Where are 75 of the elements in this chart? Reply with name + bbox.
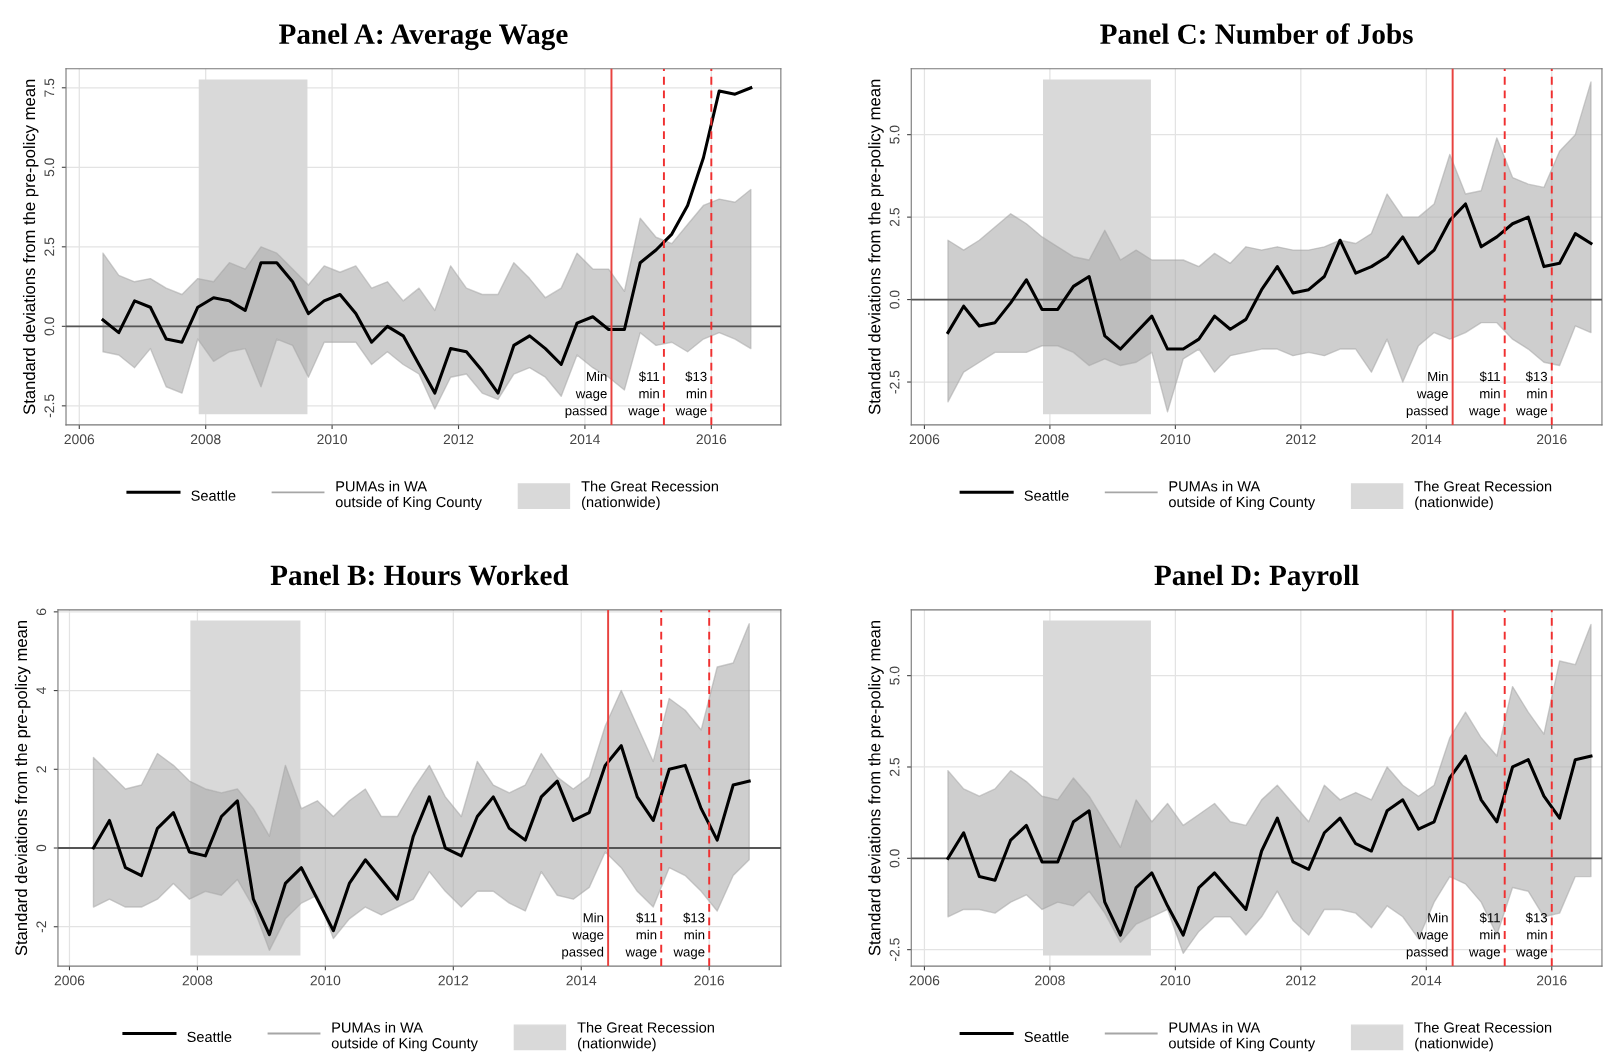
y-tick-label: 2.5	[889, 208, 900, 227]
ref-line-label: $11 min wage	[1468, 912, 1500, 960]
x-tick-label: 2006	[64, 434, 95, 445]
x-tick-label: 2008	[1035, 975, 1065, 986]
x-tick-label: 2010	[1160, 975, 1191, 986]
y-tick-label: -2.5	[889, 370, 900, 394]
chart-title: Panel D: Payroll	[1154, 564, 1359, 592]
legend-label: PUMAs in WA outside of King County	[1169, 480, 1316, 511]
x-tick-label: 2012	[443, 434, 474, 445]
x-tick-label: 2014	[1411, 434, 1442, 445]
y-axis-title: Standard deviations from the pre-policy mean	[868, 79, 884, 415]
legend-label: Seattle	[191, 490, 236, 501]
y-tick-label: 6	[36, 608, 47, 616]
y-tick-label: 2.5	[44, 237, 55, 256]
y-tick-label: 0.0	[889, 290, 900, 309]
ref-line-label: $13 min wage	[675, 371, 707, 418]
y-tick-label: 0.0	[889, 849, 900, 868]
legend-label: PUMAs in WA outside of King County	[1169, 1021, 1316, 1052]
ref-line-label: $11 min wage	[628, 371, 660, 418]
x-tick-label: 2008	[1035, 434, 1065, 445]
y-axis-title: Standard deviations from the pre-policy mean	[14, 620, 31, 956]
legend-label: PUMAs in WA outside of King County	[331, 1021, 478, 1052]
legend-label: Seattle	[1024, 1031, 1069, 1043]
x-tick-label: 2016	[1537, 434, 1567, 445]
y-tick-label: -2.5	[44, 394, 55, 418]
x-tick-label: 2012	[1286, 975, 1316, 986]
legend-label: The Great Recession (nationwide)	[581, 480, 718, 511]
chart-title: Panel B: Hours Worked	[270, 564, 569, 586]
x-tick-label: 2010	[1160, 434, 1191, 445]
x-tick-label: 2006	[909, 434, 940, 445]
chart-title: Panel C: Number of Jobs	[1100, 23, 1413, 45]
ref-line-label: Min wage passed	[1406, 371, 1448, 418]
ref-line-label: $13 min wage	[1516, 912, 1548, 960]
legend-label: The Great Recession (nationwide)	[1414, 480, 1552, 511]
y-tick-label: 5.0	[889, 666, 900, 685]
legend-label: Seattle	[1024, 490, 1069, 501]
x-tick-label: 2006	[54, 975, 85, 986]
y-axis-title: Standard deviations from the pre-policy mean	[868, 620, 884, 956]
line-series	[946, 202, 1593, 351]
y-tick-label: 5.0	[889, 125, 900, 144]
y-tick-label: 2	[36, 766, 47, 773]
y-tick-label: 5.0	[44, 158, 55, 177]
ref-line-label: $13 min wage	[1516, 371, 1548, 418]
y-tick-label: 7.5	[44, 78, 55, 97]
y-tick-label: 2.5	[889, 757, 900, 776]
x-tick-label: 2010	[310, 975, 341, 986]
ref-line-label: $11 min wage	[1468, 371, 1500, 418]
legend-label: PUMAs in WA outside of King County	[335, 480, 482, 511]
x-tick-label: 2012	[1286, 434, 1316, 445]
ref-line-label: Min wage passed	[565, 371, 607, 418]
ref-line-label: Min wage passed	[562, 912, 604, 960]
ref-line-label: Min wage passed	[1406, 912, 1448, 960]
y-tick-label: 0.0	[44, 317, 55, 336]
x-tick-label: 2012	[438, 975, 469, 986]
y-tick-label: 0	[36, 844, 47, 852]
y-tick-label: -2	[36, 921, 47, 933]
legend-label: The Great Recession (nationwide)	[577, 1021, 714, 1052]
y-axis-title: Standard deviations from the pre-policy mean	[22, 79, 39, 415]
x-tick-label: 2014	[566, 975, 597, 986]
chart-title: Panel A: Average Wage	[279, 23, 568, 51]
ref-line-label: $13 min wage	[673, 912, 705, 960]
x-tick-label: 2006	[909, 975, 940, 986]
x-tick-label: 2014	[570, 434, 600, 445]
x-tick-label: 2014	[1411, 975, 1442, 986]
y-tick-label: 4	[36, 687, 47, 695]
x-tick-label: 2016	[694, 975, 725, 986]
x-tick-label: 2010	[317, 434, 348, 445]
y-tick-label: -2.5	[889, 938, 900, 962]
x-tick-label: 2008	[182, 975, 213, 986]
x-tick-label: 2016	[696, 434, 727, 445]
legend-label: Seattle	[187, 1031, 232, 1043]
legend-label: The Great Recession (nationwide)	[1414, 1021, 1552, 1052]
x-tick-label: 2016	[1537, 975, 1567, 986]
ref-line-label: $11 min wage	[625, 912, 657, 960]
x-tick-label: 2008	[190, 434, 221, 445]
